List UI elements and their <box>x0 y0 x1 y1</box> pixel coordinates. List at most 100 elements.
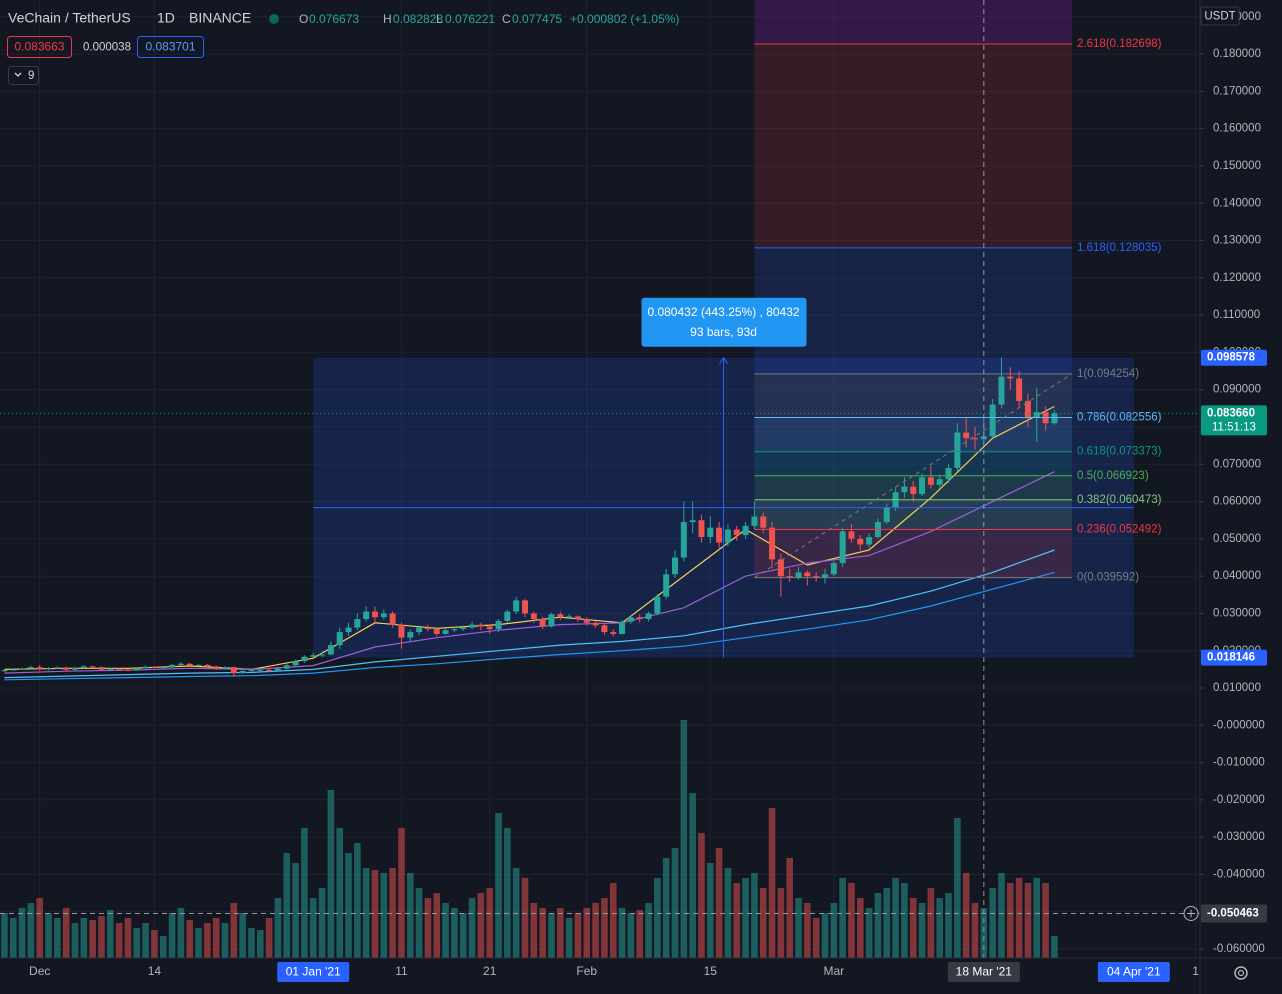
candle-body <box>380 613 387 618</box>
measure-high-tag: 0.098578 <box>1207 352 1256 364</box>
y-tick-label: -0.000000 <box>1213 719 1265 731</box>
volume-bar <box>265 918 273 958</box>
volume-bar <box>389 868 396 958</box>
candle-body <box>407 632 414 638</box>
fib-label: 0.382(0.060473) <box>1077 494 1162 506</box>
x-tick-label: 15 <box>704 964 718 978</box>
volume-bar <box>742 878 749 958</box>
volume-bar <box>627 913 635 958</box>
currency[interactable]: USDT <box>1204 11 1235 23</box>
volume-bar <box>989 888 996 958</box>
candle-body <box>522 600 528 614</box>
buy-button[interactable] <box>137 36 204 58</box>
interval[interactable]: 1D <box>157 10 175 26</box>
currency-bg[interactable] <box>1200 6 1240 26</box>
volume-bar <box>998 873 1005 958</box>
volume-bar <box>601 898 608 958</box>
ohlc-value: 0.077475 <box>512 12 562 26</box>
fib-band <box>754 0 1073 45</box>
candle-body <box>389 613 396 625</box>
candle-body <box>539 619 546 627</box>
candle-body <box>460 627 467 630</box>
buy-price[interactable]: 0.083701 <box>145 40 195 54</box>
candle-body <box>954 432 961 468</box>
volume-bar <box>786 858 794 958</box>
candle-body <box>742 525 749 536</box>
candle-body <box>213 666 220 669</box>
volume-bar <box>177 908 185 958</box>
volume-bar <box>768 808 776 958</box>
volume-bar <box>80 918 88 958</box>
volume-bar <box>936 898 944 958</box>
volume-bar <box>106 910 114 958</box>
volume-bar <box>415 888 423 958</box>
candle-body <box>716 527 723 543</box>
candle-body <box>557 614 564 618</box>
x-tick-label: Mar <box>823 964 844 978</box>
y-tick-label: 0.140000 <box>1213 197 1261 209</box>
candle-body <box>548 614 555 627</box>
volume-bar <box>812 918 820 958</box>
last-price-tag: 0.083660 <box>1207 407 1255 419</box>
candle-body <box>901 486 908 493</box>
candle-body <box>433 629 440 634</box>
candle-body <box>610 632 617 634</box>
candle-body <box>1051 413 1058 424</box>
candle-body <box>839 531 846 564</box>
volume-bar <box>715 848 723 958</box>
sell-button[interactable] <box>7 36 72 58</box>
add-alert-plus[interactable] <box>1187 909 1195 918</box>
x-tick-label: 14 <box>148 964 162 978</box>
candle-body <box>583 619 590 623</box>
candle-body <box>230 667 237 674</box>
volume-bar <box>98 916 105 958</box>
volume-bar <box>980 908 988 958</box>
ohlc-value: 0.076673 <box>309 12 359 26</box>
overlays: 0(0.039592) 0.236(0.052492) 0.382(0.060473… <box>0 0 1200 958</box>
symbol: VeChain / TetherUS <box>8 10 131 26</box>
candle-body <box>619 621 626 634</box>
volume-bar <box>433 893 441 958</box>
fib-label: 0(0.039592) <box>1077 572 1139 584</box>
x-tick-label: 1 <box>1192 964 1199 978</box>
y-tick-label: 0.030000 <box>1213 607 1261 619</box>
volume-bar <box>504 828 511 958</box>
candle-body <box>169 664 176 668</box>
indicators-count[interactable]: 9 <box>28 70 34 82</box>
candle-body <box>980 436 987 440</box>
fib-band <box>754 451 1073 476</box>
gear[interactable] <box>1234 966 1248 980</box>
chevron[interactable] <box>14 72 22 77</box>
candle-body <box>469 624 476 628</box>
y-tick-label: 0.090000 <box>1213 384 1261 396</box>
exchange: BINANCE <box>189 10 251 26</box>
volume-bar <box>18 908 26 958</box>
volume-bar <box>698 833 705 958</box>
candle-body <box>327 645 334 655</box>
volume-bar <box>327 790 335 958</box>
volume-bar <box>645 903 652 958</box>
ohlc-key: O <box>299 12 308 26</box>
volume-bar <box>883 888 891 958</box>
fib-band <box>754 529 1073 578</box>
volume-bar <box>230 903 238 958</box>
candle-body <box>795 572 802 579</box>
settings-icon[interactable] <box>1234 966 1248 980</box>
gear-hub[interactable] <box>1237 969 1245 977</box>
candle-body <box>857 538 864 545</box>
indicators-toggle[interactable] <box>8 66 39 85</box>
measure-text: 0.080432 (443.25%) , 80432 <box>647 305 799 319</box>
volume-bar <box>309 898 317 958</box>
ohlc-key: L <box>436 12 443 26</box>
candle-body <box>733 529 740 536</box>
fib-band <box>754 247 1073 374</box>
sell-price[interactable]: 0.083663 <box>14 40 64 54</box>
volume-bar <box>62 908 70 958</box>
volume-bar <box>221 923 229 958</box>
candle-body <box>883 507 890 523</box>
volume-bar <box>318 888 326 958</box>
candle-body <box>627 617 634 622</box>
candle-body <box>804 572 811 577</box>
candle-body <box>998 376 1005 405</box>
candle-body <box>601 625 608 633</box>
